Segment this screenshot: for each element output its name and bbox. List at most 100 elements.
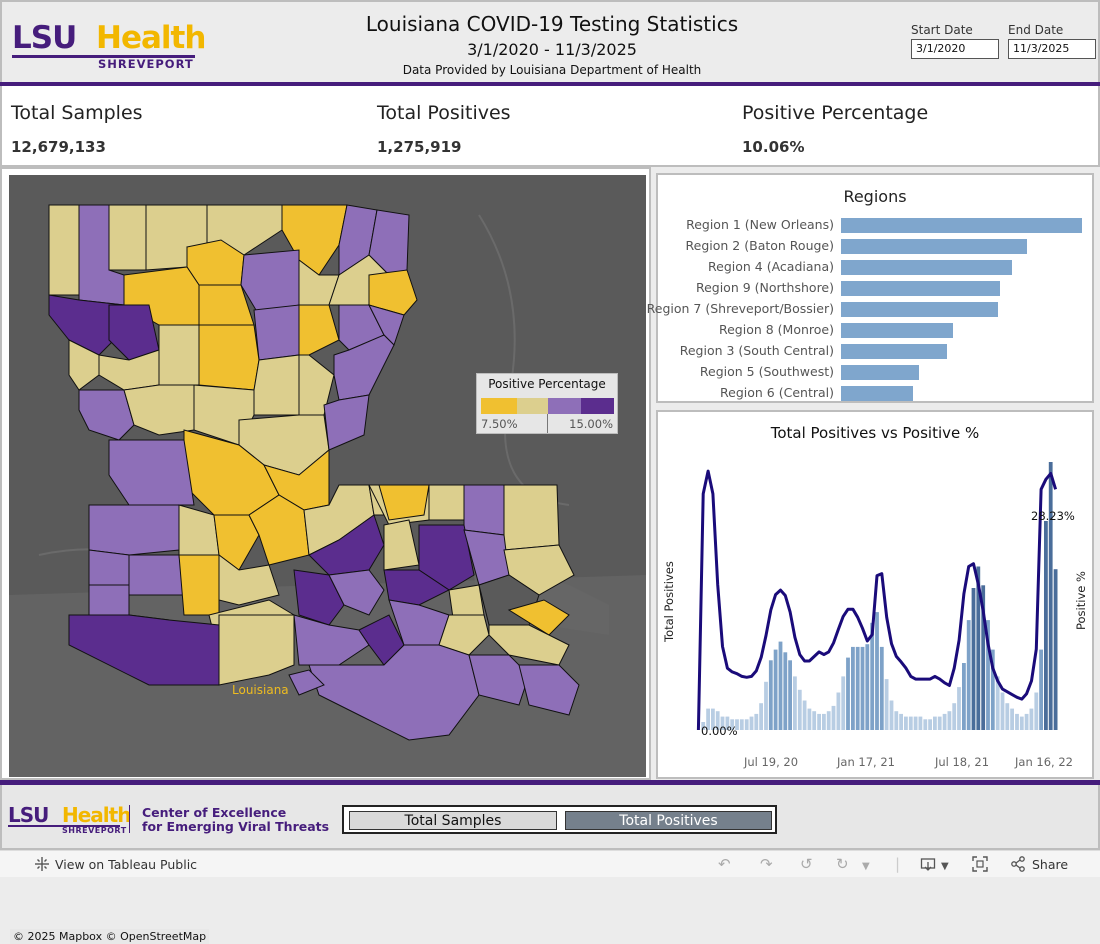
positives-bar[interactable]: [793, 676, 797, 730]
positives-bar[interactable]: [952, 703, 957, 730]
positives-bar[interactable]: [1048, 462, 1053, 730]
undo-icon[interactable]: ↶: [718, 855, 731, 873]
positives-bar[interactable]: [947, 711, 952, 730]
positives-bar[interactable]: [720, 716, 725, 730]
positives-bar[interactable]: [754, 713, 759, 730]
positives-bar[interactable]: [1015, 713, 1019, 730]
positive-percent-line[interactable]: [696, 469, 1058, 731]
share-icon[interactable]: [1010, 856, 1026, 875]
share-label[interactable]: Share: [1032, 857, 1069, 872]
positives-bar[interactable]: [711, 708, 715, 730]
positives-bar[interactable]: [966, 620, 971, 730]
positives-bar[interactable]: [773, 649, 778, 730]
positives-bar[interactable]: [942, 713, 947, 730]
map-attribution[interactable]: © 2025 Mapbox © OpenStreetMap: [10, 929, 210, 944]
fullscreen-icon[interactable]: [972, 856, 988, 875]
positives-bar[interactable]: [937, 716, 942, 730]
download-dropdown-chevron-icon[interactable]: ▼: [941, 861, 949, 872]
positives-bar[interactable]: [860, 646, 865, 730]
positives-bar[interactable]: [971, 588, 976, 730]
positives-bar[interactable]: [870, 622, 875, 730]
positives-bar[interactable]: [962, 663, 966, 730]
redo-icon[interactable]: ↷: [760, 855, 773, 873]
positives-bar[interactable]: [841, 676, 846, 730]
positives-bar[interactable]: [894, 711, 899, 730]
positives-bar[interactable]: [1053, 569, 1058, 730]
refresh-dropdown-chevron-icon[interactable]: ▼: [862, 861, 870, 872]
positives-bar[interactable]: [981, 585, 986, 730]
refresh-icon[interactable]: ↻: [836, 855, 849, 873]
positives-bar[interactable]: [899, 713, 903, 730]
positives-bar[interactable]: [855, 646, 860, 730]
positives-bar[interactable]: [904, 716, 908, 730]
revert-icon[interactable]: ↺: [800, 855, 813, 873]
positives-bar[interactable]: [783, 652, 788, 730]
positives-bar[interactable]: [706, 708, 710, 730]
region-bar[interactable]: [841, 260, 1012, 275]
positives-bar[interactable]: [986, 620, 990, 730]
end-date-input[interactable]: 11/3/2025: [1008, 39, 1096, 59]
positives-bar[interactable]: [957, 687, 961, 730]
positives-bar[interactable]: [749, 716, 754, 730]
positives-bar[interactable]: [875, 612, 879, 730]
positives-bar[interactable]: [1005, 703, 1010, 730]
positives-bar[interactable]: [831, 705, 836, 730]
positives-bar[interactable]: [822, 713, 826, 730]
positives-bar[interactable]: [802, 700, 807, 731]
positives-bar[interactable]: [1039, 649, 1043, 730]
region-bar[interactable]: [841, 386, 913, 401]
positives-bar[interactable]: [846, 657, 850, 730]
positives-bar[interactable]: [730, 719, 735, 730]
positives-bar[interactable]: [768, 660, 773, 730]
positives-bar[interactable]: [744, 719, 749, 730]
positives-bar[interactable]: [735, 719, 739, 730]
region-bar[interactable]: [841, 344, 947, 359]
view-on-tableau-public-link[interactable]: View on Tableau Public: [55, 857, 198, 872]
positives-bar[interactable]: [788, 660, 792, 730]
positives-bar[interactable]: [889, 700, 894, 731]
positives-bar[interactable]: [995, 676, 1000, 730]
download-icon[interactable]: [920, 856, 936, 875]
total-samples-toggle-button[interactable]: Total Samples: [349, 811, 557, 830]
positives-bar[interactable]: [933, 716, 937, 730]
region-bar[interactable]: [841, 281, 1000, 296]
positives-bar[interactable]: [913, 716, 918, 730]
positives-bar[interactable]: [715, 711, 720, 730]
positives-bar[interactable]: [739, 719, 744, 730]
positives-bar[interactable]: [826, 711, 831, 730]
positives-bar[interactable]: [764, 681, 768, 730]
positives-bar[interactable]: [1034, 692, 1039, 731]
positives-bar[interactable]: [928, 719, 932, 730]
positives-bar[interactable]: [976, 566, 981, 731]
positives-bar[interactable]: [865, 644, 870, 730]
positives-bar[interactable]: [990, 649, 995, 730]
positives-bar[interactable]: [725, 716, 730, 730]
map-svg[interactable]: [9, 175, 646, 777]
positives-bar[interactable]: [884, 679, 889, 730]
positives-bar[interactable]: [778, 641, 783, 730]
start-date-input[interactable]: 3/1/2020: [911, 39, 999, 59]
positives-bar[interactable]: [1024, 713, 1029, 730]
region-bar[interactable]: [841, 302, 998, 317]
positives-bar[interactable]: [807, 708, 812, 730]
positives-bar[interactable]: [759, 703, 763, 730]
positives-bar[interactable]: [923, 719, 928, 730]
positives-bar[interactable]: [797, 689, 802, 730]
positives-bar[interactable]: [1044, 521, 1048, 730]
trend-chart-svg[interactable]: 28.23% 0.00% Total Positives Positive % Jul …: [658, 412, 1092, 777]
positives-bar[interactable]: [908, 716, 913, 730]
region-bar[interactable]: [841, 218, 1082, 233]
positives-bar[interactable]: [1019, 716, 1024, 730]
positives-bar[interactable]: [879, 646, 884, 730]
total-positives-toggle-button[interactable]: Total Positives: [565, 811, 772, 830]
positives-bar[interactable]: [701, 722, 706, 730]
positives-bar[interactable]: [1029, 708, 1034, 730]
region-bar[interactable]: [841, 239, 1027, 254]
positives-bar[interactable]: [1000, 692, 1005, 731]
louisiana-parish-map[interactable]: [9, 175, 646, 777]
positives-bar[interactable]: [812, 711, 817, 730]
region-bar[interactable]: [841, 323, 953, 338]
region-bar[interactable]: [841, 365, 919, 380]
positives-bar[interactable]: [817, 713, 821, 730]
positives-bar[interactable]: [851, 646, 855, 730]
